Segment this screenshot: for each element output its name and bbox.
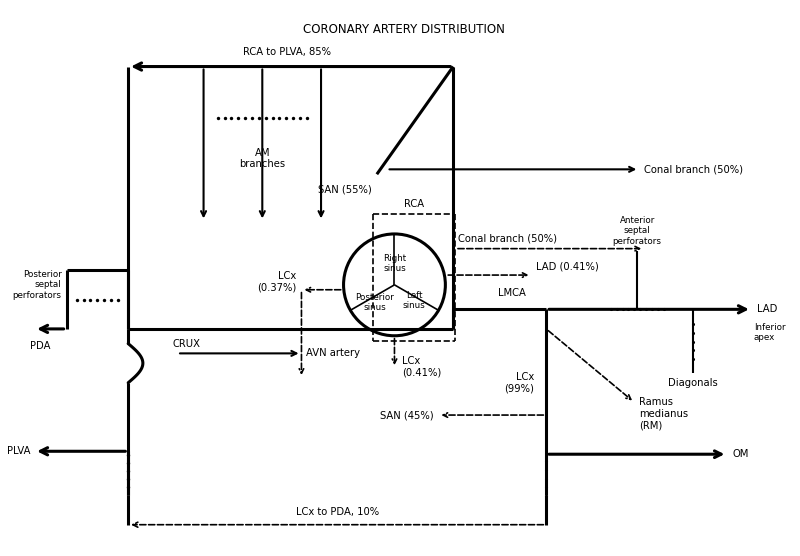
Point [634,305,646,314]
Point [686,320,699,329]
Point [622,305,635,314]
Point [686,329,699,337]
Point [246,114,258,123]
Point [280,114,293,123]
Point [84,295,97,304]
Text: RCA to PLVA, 85%: RCA to PLVA, 85% [242,47,330,57]
Point [628,305,641,314]
Text: AM
branches: AM branches [239,148,286,170]
Point [301,114,314,123]
Point [218,114,231,123]
Point [686,337,699,346]
Text: Left
sinus: Left sinus [402,291,426,310]
Point [266,114,279,123]
Text: LCx
(99%): LCx (99%) [505,372,534,394]
Point [105,295,118,304]
Text: RCA: RCA [404,200,424,210]
Text: PLVA: PLVA [6,446,30,456]
Text: PDA: PDA [30,341,50,351]
Text: Conal branch (50%): Conal branch (50%) [458,234,557,244]
Text: LCx
(0.41%): LCx (0.41%) [402,356,442,378]
Text: Diagonals: Diagonals [668,378,718,388]
Point [640,305,653,314]
Point [286,114,299,123]
Text: LAD (0.41%): LAD (0.41%) [537,261,599,271]
Text: AVN artery: AVN artery [306,349,360,359]
Text: Inferior
apex: Inferior apex [754,323,786,342]
Text: SAN (55%): SAN (55%) [318,184,372,194]
Text: LAD: LAD [757,304,777,314]
Point [122,459,134,468]
Text: Right
sinus: Right sinus [383,254,406,273]
Point [540,483,553,492]
Point [273,114,286,123]
Point [540,465,553,474]
Point [540,492,553,501]
Point [122,451,134,460]
Text: CORONARY ARTERY DISTRIBUTION: CORONARY ARTERY DISTRIBUTION [303,23,505,37]
Text: Anterior
septal
perforators: Anterior septal perforators [613,216,662,246]
Text: Conal branch (50%): Conal branch (50%) [644,165,743,175]
Point [686,346,699,355]
Text: OM: OM [732,449,749,459]
Text: LCx to PDA, 10%: LCx to PDA, 10% [296,507,378,517]
Point [78,295,90,304]
Point [616,305,629,314]
Point [70,295,83,304]
Point [686,355,699,364]
Point [232,114,245,123]
Point [651,305,664,314]
Point [540,474,553,483]
Point [238,114,251,123]
Point [294,114,306,123]
Point [646,305,658,314]
Point [122,474,134,483]
Point [211,114,224,123]
Text: Ramus
medianus
(RM): Ramus medianus (RM) [639,398,688,431]
Point [658,305,670,314]
Text: CRUX: CRUX [172,339,200,349]
Point [91,295,104,304]
Point [122,482,134,491]
Point [122,466,134,475]
Point [98,295,110,304]
Text: LCx
(0.37%): LCx (0.37%) [258,271,297,292]
Text: LMCA: LMCA [498,287,526,297]
Point [111,295,124,304]
Point [540,456,553,465]
Text: Posterior
septal
perforators: Posterior septal perforators [13,270,62,300]
Point [253,114,266,123]
Point [259,114,272,123]
Text: Posterior
sinus: Posterior sinus [355,293,394,312]
Point [610,305,623,314]
Point [225,114,238,123]
Point [605,305,618,314]
Text: SAN (45%): SAN (45%) [380,410,434,420]
